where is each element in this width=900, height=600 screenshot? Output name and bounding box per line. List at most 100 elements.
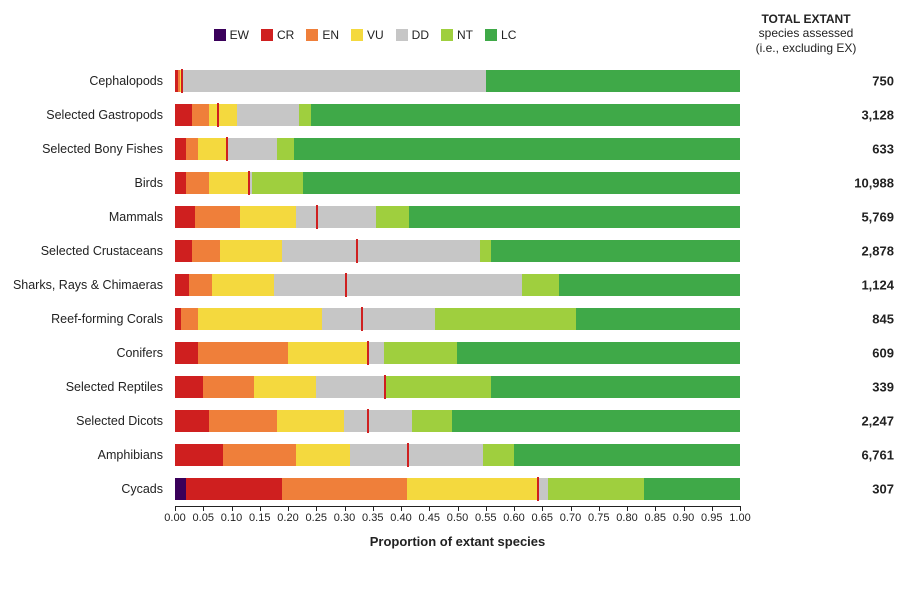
segment-nt bbox=[480, 240, 491, 262]
x-tick-label: 0.50 bbox=[447, 512, 468, 524]
x-tick bbox=[345, 506, 346, 511]
x-tick bbox=[571, 506, 572, 511]
segment-lc bbox=[644, 478, 740, 500]
segment-dd bbox=[226, 138, 277, 160]
segment-lc bbox=[514, 444, 740, 466]
legend-swatch-nt bbox=[441, 29, 453, 41]
x-tick bbox=[684, 506, 685, 511]
x-tick bbox=[542, 506, 543, 511]
row-8: Conifers609 bbox=[175, 342, 740, 364]
legend-item-cr: CR bbox=[261, 28, 294, 42]
row-label: Reef-forming Corals bbox=[51, 312, 163, 326]
legend-swatch-vu bbox=[351, 29, 363, 41]
row-label: Mammals bbox=[109, 210, 163, 224]
stacked-bar bbox=[175, 376, 740, 398]
segment-vu bbox=[220, 240, 282, 262]
best-estimate-marker bbox=[316, 205, 318, 229]
segment-cr bbox=[175, 376, 203, 398]
segment-en bbox=[181, 308, 198, 330]
row-total: 10,988 bbox=[744, 176, 900, 191]
plot-area: Cephalopods750Selected Gastropods3,128Se… bbox=[175, 70, 740, 540]
row-label: Amphibians bbox=[98, 448, 163, 462]
row-1: Selected Gastropods3,128 bbox=[175, 104, 740, 126]
legend-label-nt: NT bbox=[457, 28, 473, 42]
legend-item-dd: DD bbox=[396, 28, 429, 42]
best-estimate-marker bbox=[537, 477, 539, 501]
legend-swatch-en bbox=[306, 29, 318, 41]
segment-cr bbox=[175, 104, 192, 126]
x-tick-label: 0.65 bbox=[532, 512, 553, 524]
stacked-bar bbox=[175, 138, 740, 160]
row-total: 609 bbox=[744, 346, 900, 361]
row-total: 845 bbox=[744, 312, 900, 327]
x-tick-label: 0.45 bbox=[419, 512, 440, 524]
segment-dd bbox=[350, 444, 483, 466]
segment-cr bbox=[175, 444, 223, 466]
legend-item-ew: EW bbox=[214, 28, 249, 42]
segment-cr bbox=[175, 240, 192, 262]
x-tick-label: 0.00 bbox=[164, 512, 185, 524]
row-12: Cycads307 bbox=[175, 478, 740, 500]
legend-label-dd: DD bbox=[412, 28, 429, 42]
segment-cr bbox=[186, 478, 282, 500]
stacked-bar bbox=[175, 410, 740, 432]
x-tick-label: 1.00 bbox=[729, 512, 750, 524]
row-label: Conifers bbox=[116, 346, 163, 360]
stacked-bar bbox=[175, 172, 740, 194]
stacked-bar bbox=[175, 274, 740, 296]
segment-cr bbox=[175, 342, 198, 364]
segment-lc bbox=[311, 104, 740, 126]
x-tick bbox=[486, 506, 487, 511]
row-label: Cephalopods bbox=[89, 74, 163, 88]
x-tick bbox=[712, 506, 713, 511]
row-5: Selected Crustaceans2,878 bbox=[175, 240, 740, 262]
segment-dd bbox=[322, 308, 435, 330]
row-4: Mammals5,769 bbox=[175, 206, 740, 228]
best-estimate-marker bbox=[181, 69, 183, 93]
row-label: Cycads bbox=[121, 482, 163, 496]
x-tick bbox=[627, 506, 628, 511]
segment-lc bbox=[559, 274, 740, 296]
segment-dd bbox=[344, 410, 412, 432]
best-estimate-marker bbox=[248, 171, 250, 195]
row-total: 1,124 bbox=[744, 278, 900, 293]
row-total: 339 bbox=[744, 380, 900, 395]
segment-vu bbox=[212, 274, 274, 296]
legend-label-vu: VU bbox=[367, 28, 384, 42]
segment-vu bbox=[277, 410, 345, 432]
row-2: Selected Bony Fishes633 bbox=[175, 138, 740, 160]
row-label: Selected Gastropods bbox=[46, 108, 163, 122]
segment-dd bbox=[296, 206, 375, 228]
x-tick-label: 0.25 bbox=[306, 512, 327, 524]
row-total: 2,247 bbox=[744, 414, 900, 429]
row-total: 633 bbox=[744, 142, 900, 157]
row-total: 307 bbox=[744, 482, 900, 497]
row-3: Birds10,988 bbox=[175, 172, 740, 194]
segment-vu bbox=[209, 172, 249, 194]
segment-lc bbox=[452, 410, 740, 432]
best-estimate-marker bbox=[356, 239, 358, 263]
header-total-extant: TOTAL EXTANT species assessed (i.e., exc… bbox=[726, 12, 886, 55]
row-label: Selected Bony Fishes bbox=[42, 142, 163, 156]
segment-nt bbox=[435, 308, 576, 330]
legend-label-cr: CR bbox=[277, 28, 294, 42]
segment-nt bbox=[376, 206, 410, 228]
segment-lc bbox=[409, 206, 740, 228]
legend-item-lc: LC bbox=[485, 28, 516, 42]
segment-nt bbox=[548, 478, 644, 500]
segment-en bbox=[198, 342, 288, 364]
segment-dd bbox=[282, 240, 480, 262]
x-tick bbox=[599, 506, 600, 511]
x-tick bbox=[316, 506, 317, 511]
legend-label-lc: LC bbox=[501, 28, 516, 42]
x-tick-label: 0.40 bbox=[390, 512, 411, 524]
stacked-bar bbox=[175, 308, 740, 330]
row-total: 3,128 bbox=[744, 108, 900, 123]
best-estimate-marker bbox=[226, 137, 228, 161]
segment-en bbox=[195, 206, 240, 228]
x-tick bbox=[175, 506, 176, 511]
x-tick bbox=[288, 506, 289, 511]
header-line-1: TOTAL EXTANT bbox=[726, 12, 886, 26]
stacked-bar bbox=[175, 70, 740, 92]
best-estimate-marker bbox=[361, 307, 363, 331]
